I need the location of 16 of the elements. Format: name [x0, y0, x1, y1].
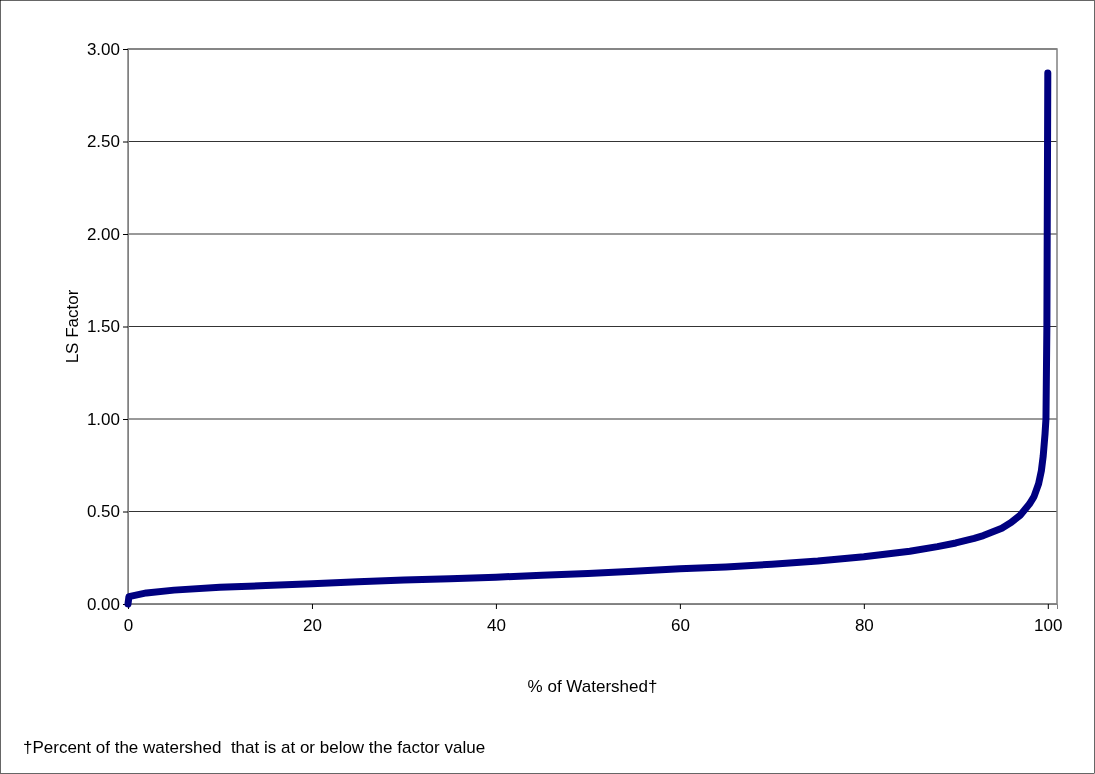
y-tick-label: 2.50: [86, 132, 120, 152]
x-tick-label: 40: [486, 615, 506, 635]
x-axis-title: % of Watershed†: [527, 677, 658, 696]
x-tick-label: 0: [123, 615, 134, 635]
y-tick-label: 1.50: [86, 317, 120, 337]
y-tick-label: 3.00: [86, 39, 120, 59]
y-tick-label: 1.00: [86, 409, 120, 429]
x-tick-label: 80: [854, 615, 874, 635]
x-tick-label: 60: [670, 615, 690, 635]
x-tick-label: 20: [303, 615, 322, 635]
y-axis-title: LS Factor: [63, 289, 82, 364]
y-tick-label: 0.50: [86, 502, 120, 522]
text: †Percent of the watershed that is at or below the factor value: [23, 738, 486, 757]
y-tick-label: 2.00: [86, 224, 120, 244]
x-tick-label: 100: [1034, 615, 1063, 635]
y-tick-label: 0.00: [86, 594, 120, 614]
